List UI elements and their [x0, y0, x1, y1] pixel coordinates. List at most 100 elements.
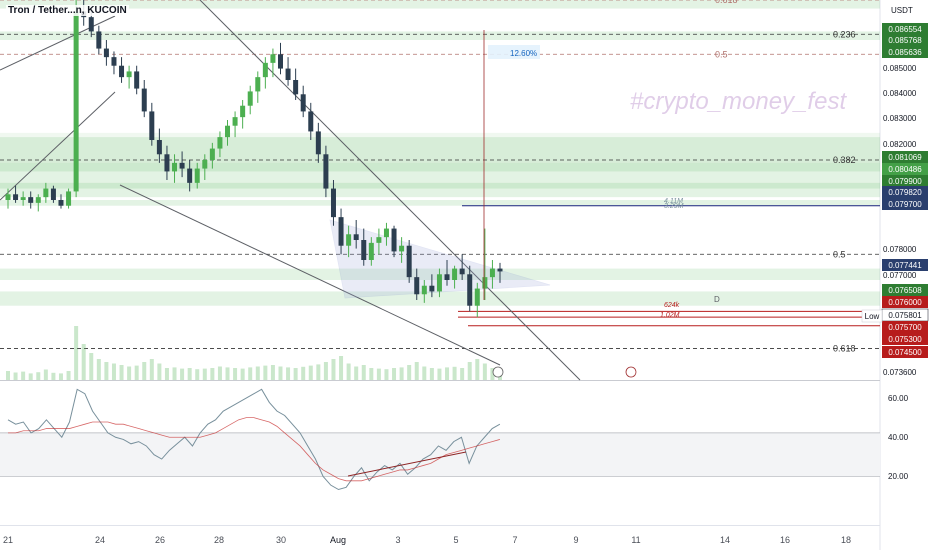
rsi-ma-line: [8, 417, 500, 482]
candle-body: [225, 125, 231, 138]
volume-bar: [51, 372, 56, 380]
candle-body: [436, 274, 442, 292]
candle-body: [247, 91, 253, 106]
volume-bar: [361, 365, 366, 380]
volume-bar: [13, 372, 18, 380]
price-axis-bg: [880, 0, 932, 550]
fib-label: 0.5: [833, 249, 846, 259]
candle-body: [406, 245, 412, 278]
volume-bar: [134, 365, 139, 380]
candle-body: [338, 217, 344, 246]
price-badge: [882, 34, 928, 46]
candle-body: [383, 228, 389, 238]
time-tick: 18: [841, 535, 851, 545]
candle-body: [346, 234, 352, 246]
volume-bar: [180, 368, 185, 380]
volume-bar: [217, 366, 222, 380]
fib-label: 0.618: [715, 0, 738, 5]
volume-bar: [233, 368, 238, 380]
candle-body: [179, 162, 185, 169]
candle-body: [194, 168, 200, 183]
volume-bar: [96, 359, 101, 380]
rsi-line: [7, 388, 501, 491]
candle-body: [217, 137, 223, 149]
volume-annotation: 3.29M: [664, 203, 684, 210]
candle-body: [119, 65, 125, 78]
candle-body: [28, 197, 34, 203]
volume-bar: [437, 368, 442, 380]
time-tick: 14: [720, 535, 730, 545]
candle-body: [240, 105, 246, 118]
support-zone: [0, 132, 880, 163]
time-tick: 30: [276, 535, 286, 545]
price-tick: 0.077000: [883, 271, 917, 280]
price-badge: [882, 198, 928, 210]
price-badge: [882, 175, 928, 187]
time-tick: Aug: [330, 535, 346, 545]
candle-body: [474, 288, 480, 306]
volume-bar: [248, 367, 253, 380]
volume-bar: [225, 367, 230, 380]
trend-line: [0, 91, 116, 201]
candle-body: [300, 94, 306, 112]
rsi-tick: 20.00: [888, 472, 909, 481]
volume-bar: [301, 366, 306, 380]
rsi-tick: 60.00: [888, 394, 909, 403]
support-zone: [0, 200, 880, 206]
candle-body: [353, 234, 359, 240]
candle-body: [308, 111, 314, 132]
rsi-divergence-line: [347, 451, 467, 477]
volume-bar: [43, 369, 48, 380]
volume-bar: [255, 366, 260, 380]
volume-bar: [28, 373, 33, 380]
volume-bar: [172, 367, 177, 380]
candle-body: [285, 68, 291, 80]
fib-label: 0.382: [833, 155, 856, 165]
candle-body: [126, 71, 132, 78]
price-tick: 0.078000: [883, 245, 917, 254]
volume-bar: [127, 366, 132, 380]
candle-body: [5, 194, 11, 200]
fib-label: 0.618: [833, 344, 856, 354]
time-tick: 28: [214, 535, 224, 545]
price-tick: 0.085000: [883, 64, 917, 73]
volume-annotation: 1.02M: [660, 312, 680, 319]
price-badge-label: 0.086554: [888, 25, 922, 34]
price-badge-label: 0.085636: [888, 48, 922, 57]
volume-bar: [407, 365, 412, 380]
candle-body: [315, 131, 321, 155]
candle-body: [164, 154, 170, 172]
candle-body: [391, 228, 397, 252]
price-badge-label: 0.075300: [888, 335, 922, 344]
candle-body: [232, 117, 238, 126]
volume-bar: [392, 368, 397, 380]
fib-label: 0.5: [715, 49, 728, 59]
candle-body: [459, 268, 465, 275]
volume-bar: [278, 366, 283, 380]
volume-bar: [263, 365, 268, 380]
price-badge: [882, 333, 928, 345]
price-badge: [882, 163, 928, 175]
volume-bar: [369, 368, 374, 380]
volume-bar: [286, 367, 291, 380]
volume-bar: [164, 368, 169, 380]
candle-body: [66, 191, 72, 206]
candle-body: [262, 62, 268, 78]
rsi-tick: 40.00: [888, 433, 909, 442]
volume-bar: [467, 362, 472, 380]
candle-body: [209, 148, 215, 160]
time-tick: 26: [155, 535, 165, 545]
volume-bar: [445, 367, 450, 380]
candle-body: [187, 168, 193, 183]
support-zone: [0, 0, 880, 9]
candle-body: [50, 188, 56, 200]
volume-bar: [74, 326, 79, 380]
volume-bar: [210, 368, 215, 380]
volume-bar: [66, 371, 71, 380]
price-badge-label: 0.075801: [888, 311, 922, 320]
candle-body: [270, 54, 276, 63]
candle-body: [103, 48, 109, 58]
low-tag: [861, 309, 883, 323]
